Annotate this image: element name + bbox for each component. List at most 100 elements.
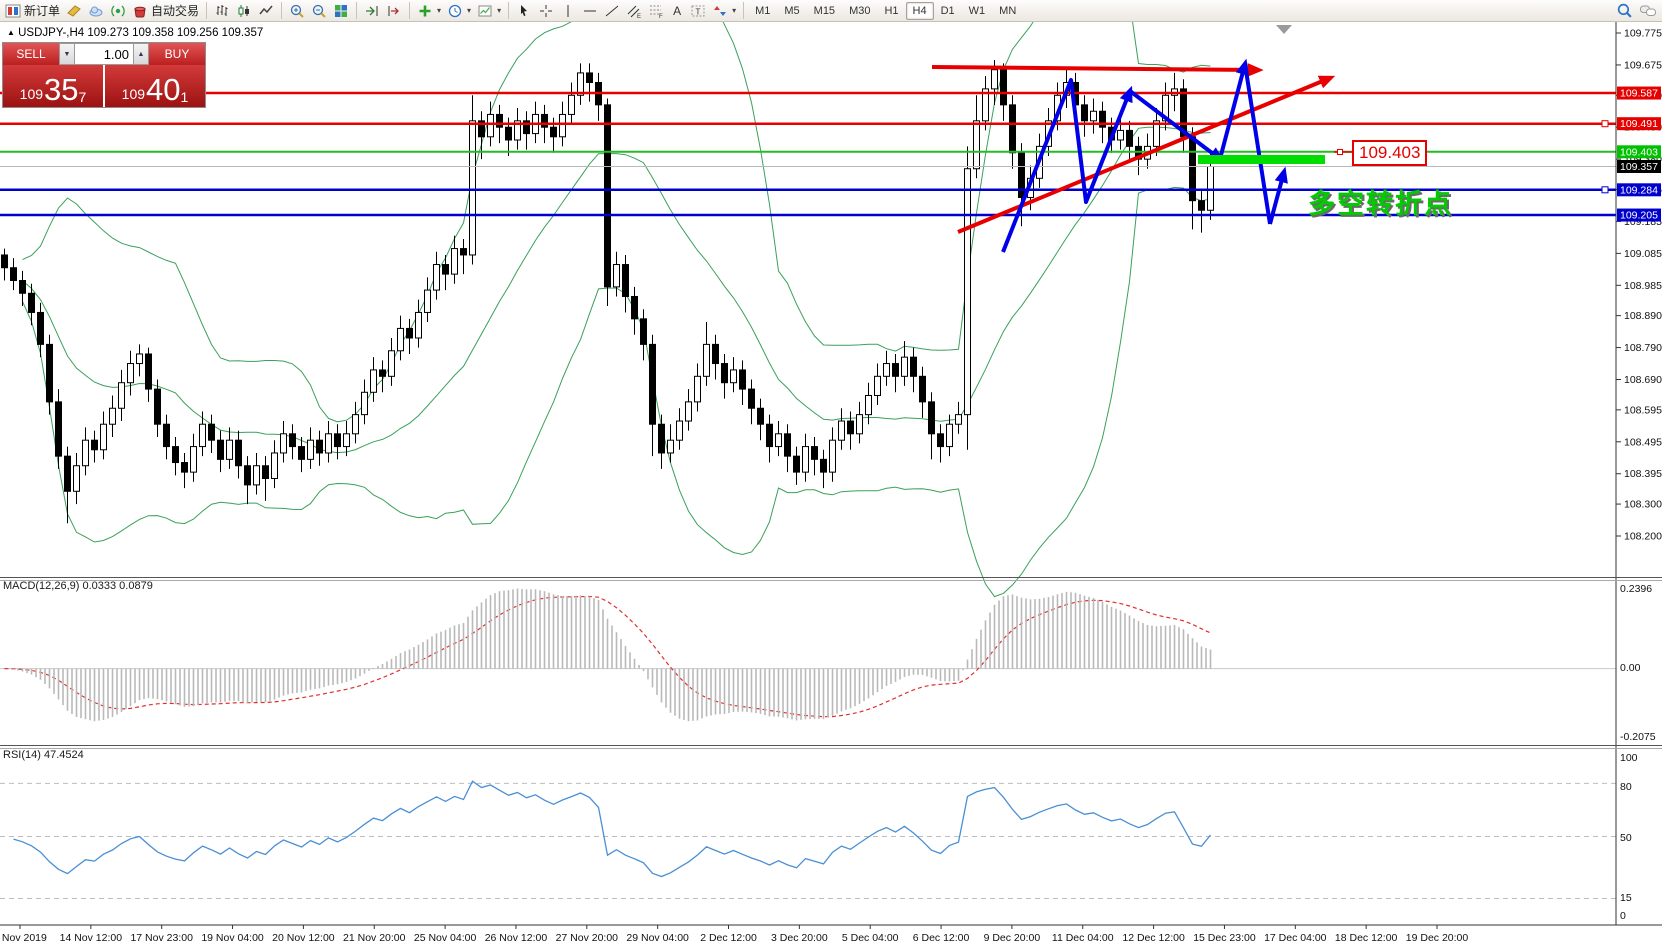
rsi-axis-0: 0 [1620,910,1626,922]
rsi-axis-80: 80 [1620,781,1632,793]
market-depth-button[interactable] [63,1,85,21]
rsi-axis-15: 15 [1620,892,1632,904]
toolbar-separator [508,2,510,19]
timeframe-button-d1[interactable]: D1 [934,2,962,20]
timeframe-button-mn[interactable]: MN [992,2,1023,20]
timeframe-button-m15[interactable]: M15 [807,2,842,20]
publisher-button[interactable] [85,1,107,21]
time-tick-label: 3 Dec 20:00 [771,932,828,944]
market-depth-icon [67,4,81,17]
price-tick-label: 108.985 [1624,280,1662,292]
timeframe-button-m30[interactable]: M30 [842,2,877,20]
price-tick-label: 108.495 [1624,436,1662,448]
price-level-badge [1617,86,1661,100]
template-chart-icon [478,5,492,16]
templates-button[interactable]: ▾ [474,1,504,21]
zigzag-arrow [1243,63,1272,225]
clock-icon [448,4,462,17]
bar-chart-icon [216,4,228,16]
timeframe-button-w1[interactable]: W1 [962,2,993,20]
svg-text:F: F [659,14,663,19]
chart-title: ▲ USDJPY-,H4 109.273 109.358 109.256 109… [7,27,263,39]
text-label-icon: T [691,5,705,16]
cloud-icon [89,6,103,16]
chart-symbol-period: USDJPY-,H4 [18,27,85,39]
auto-trading-button[interactable]: 自动交易 [129,1,202,21]
chat-button[interactable] [1636,1,1660,21]
bar-chart-button[interactable] [211,1,233,21]
candlesticks [1,60,1214,524]
time-tick-label: 11 Dec 04:00 [1052,932,1114,944]
sell-button[interactable]: SELL [3,43,59,65]
cursor-tool-button[interactable] [513,1,535,21]
chat-icon [1640,5,1656,16]
vertical-line-tool-button[interactable] [557,1,579,21]
tile-windows-button[interactable] [330,1,352,21]
zoom-in-button[interactable] [286,1,308,21]
time-tick-label: 19 Nov 04:00 [201,932,264,944]
buy-button[interactable]: BUY [149,43,205,65]
auto-scroll-icon [366,5,378,16]
equidistant-channel-icon: E [627,5,641,19]
price-tick-label: 108.790 [1624,342,1662,354]
time-tick-label: 21 Nov 20:00 [343,932,406,944]
dropdown-caret-icon: ▾ [437,6,442,15]
price-level-badge-text: 109.491 [1620,118,1658,130]
zoom-out-button[interactable] [308,1,330,21]
chart-shift-button[interactable] [383,1,405,21]
one-click-trading-panel: SELL ▼ ▲ BUY 109 35 7 109 40 1 [2,42,206,108]
trendline-tool-button[interactable] [601,1,623,21]
trade-panel-controls: SELL ▼ ▲ BUY [3,43,205,65]
line-chart-button[interactable] [255,1,277,21]
time-axis: 3 Nov 2019 14 Nov 12:00 17 Nov 23:00 19 Nov… [0,925,1468,944]
new-order-label: 新订单 [24,4,61,18]
tile-windows-icon [335,4,348,17]
signals-button[interactable] [107,1,129,21]
symbol-collapse-icon: ▲ [7,28,15,37]
crosshair-tool-button[interactable] [535,1,557,21]
arrow-shapes-icon [714,5,727,16]
channel-tool-button[interactable]: E [623,1,645,21]
volume-increase-button[interactable]: ▲ [133,43,149,65]
timeframe-button-h1[interactable]: H1 [877,2,905,20]
time-tick-label: 20 Nov 12:00 [272,932,335,944]
time-tick-label: 17 Dec 04:00 [1264,932,1327,944]
auto-scroll-button[interactable] [361,1,383,21]
time-tick-label: 9 Dec 20:00 [984,932,1041,944]
timeframe-button-m5[interactable]: M5 [777,2,806,20]
arrows-tool-button[interactable]: ▾ [709,1,739,21]
rsi-line [13,780,1212,878]
macd-axis-max: 0.2396 [1620,583,1653,595]
periods-button[interactable]: ▾ [444,1,474,21]
price-level-badge-text: 109.205 [1620,210,1658,222]
turning-point-annotation: 多空转折点 [1308,189,1453,219]
horizontal-line-tool-button[interactable] [579,1,601,21]
price-tick-label: 109.085 [1624,248,1662,260]
cursor-icon [521,4,528,16]
indicators-button[interactable]: ▾ [414,1,444,21]
sell-price[interactable]: 109 35 7 [3,65,105,107]
price-axis: 109.775109.675109.580109.480109.380109.2… [1616,28,1662,543]
buy-price[interactable]: 109 40 1 [105,65,205,107]
macd-indicator-label: MACD(12,26,9) 0.0333 0.0879 [3,580,153,592]
timeframe-button-h4[interactable]: H4 [905,1,934,20]
price-level-badge-text: 109.587 [1620,88,1658,100]
timeframe-button-m1[interactable]: M1 [748,2,777,20]
volume-input[interactable] [75,43,133,65]
search-button[interactable] [1613,1,1636,21]
new-order-button[interactable]: 新订单 [2,1,63,21]
fibonacci-tool-button[interactable]: F [645,1,667,21]
price-callout-label[interactable]: 109.403 [1352,140,1428,166]
chart-shift-marker [1276,25,1292,34]
time-tick-label: 19 Dec 20:00 [1406,932,1469,944]
text-tool-button[interactable]: A [667,1,687,21]
candlestick-chart-button[interactable] [233,1,255,21]
price-level-badge [1617,159,1661,173]
zigzag-arrow [1128,89,1225,163]
time-tick-label: 12 Dec 12:00 [1122,932,1185,944]
volume-decrease-button[interactable]: ▼ [59,43,75,65]
text-label-tool-button[interactable]: T [687,1,709,21]
price-level-badge-text: 109.284 [1620,184,1658,196]
